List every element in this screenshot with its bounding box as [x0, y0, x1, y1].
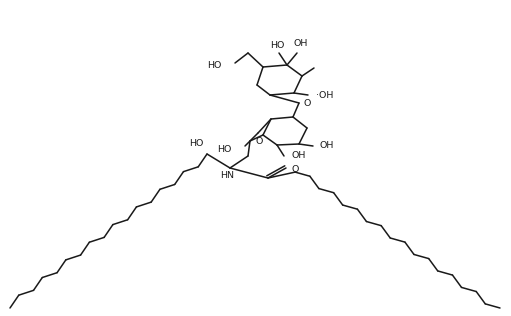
Text: O: O	[304, 100, 311, 108]
Text: HO: HO	[270, 40, 284, 50]
Text: OH: OH	[292, 151, 307, 161]
Text: HN: HN	[220, 172, 234, 180]
Text: HO: HO	[206, 60, 221, 70]
Text: O: O	[292, 166, 299, 174]
Text: OH: OH	[320, 142, 334, 150]
Text: HO: HO	[217, 144, 231, 154]
Text: O: O	[255, 137, 262, 147]
Text: ·OH: ·OH	[316, 90, 333, 100]
Text: OH: OH	[294, 39, 308, 47]
Text: HO: HO	[190, 139, 204, 149]
